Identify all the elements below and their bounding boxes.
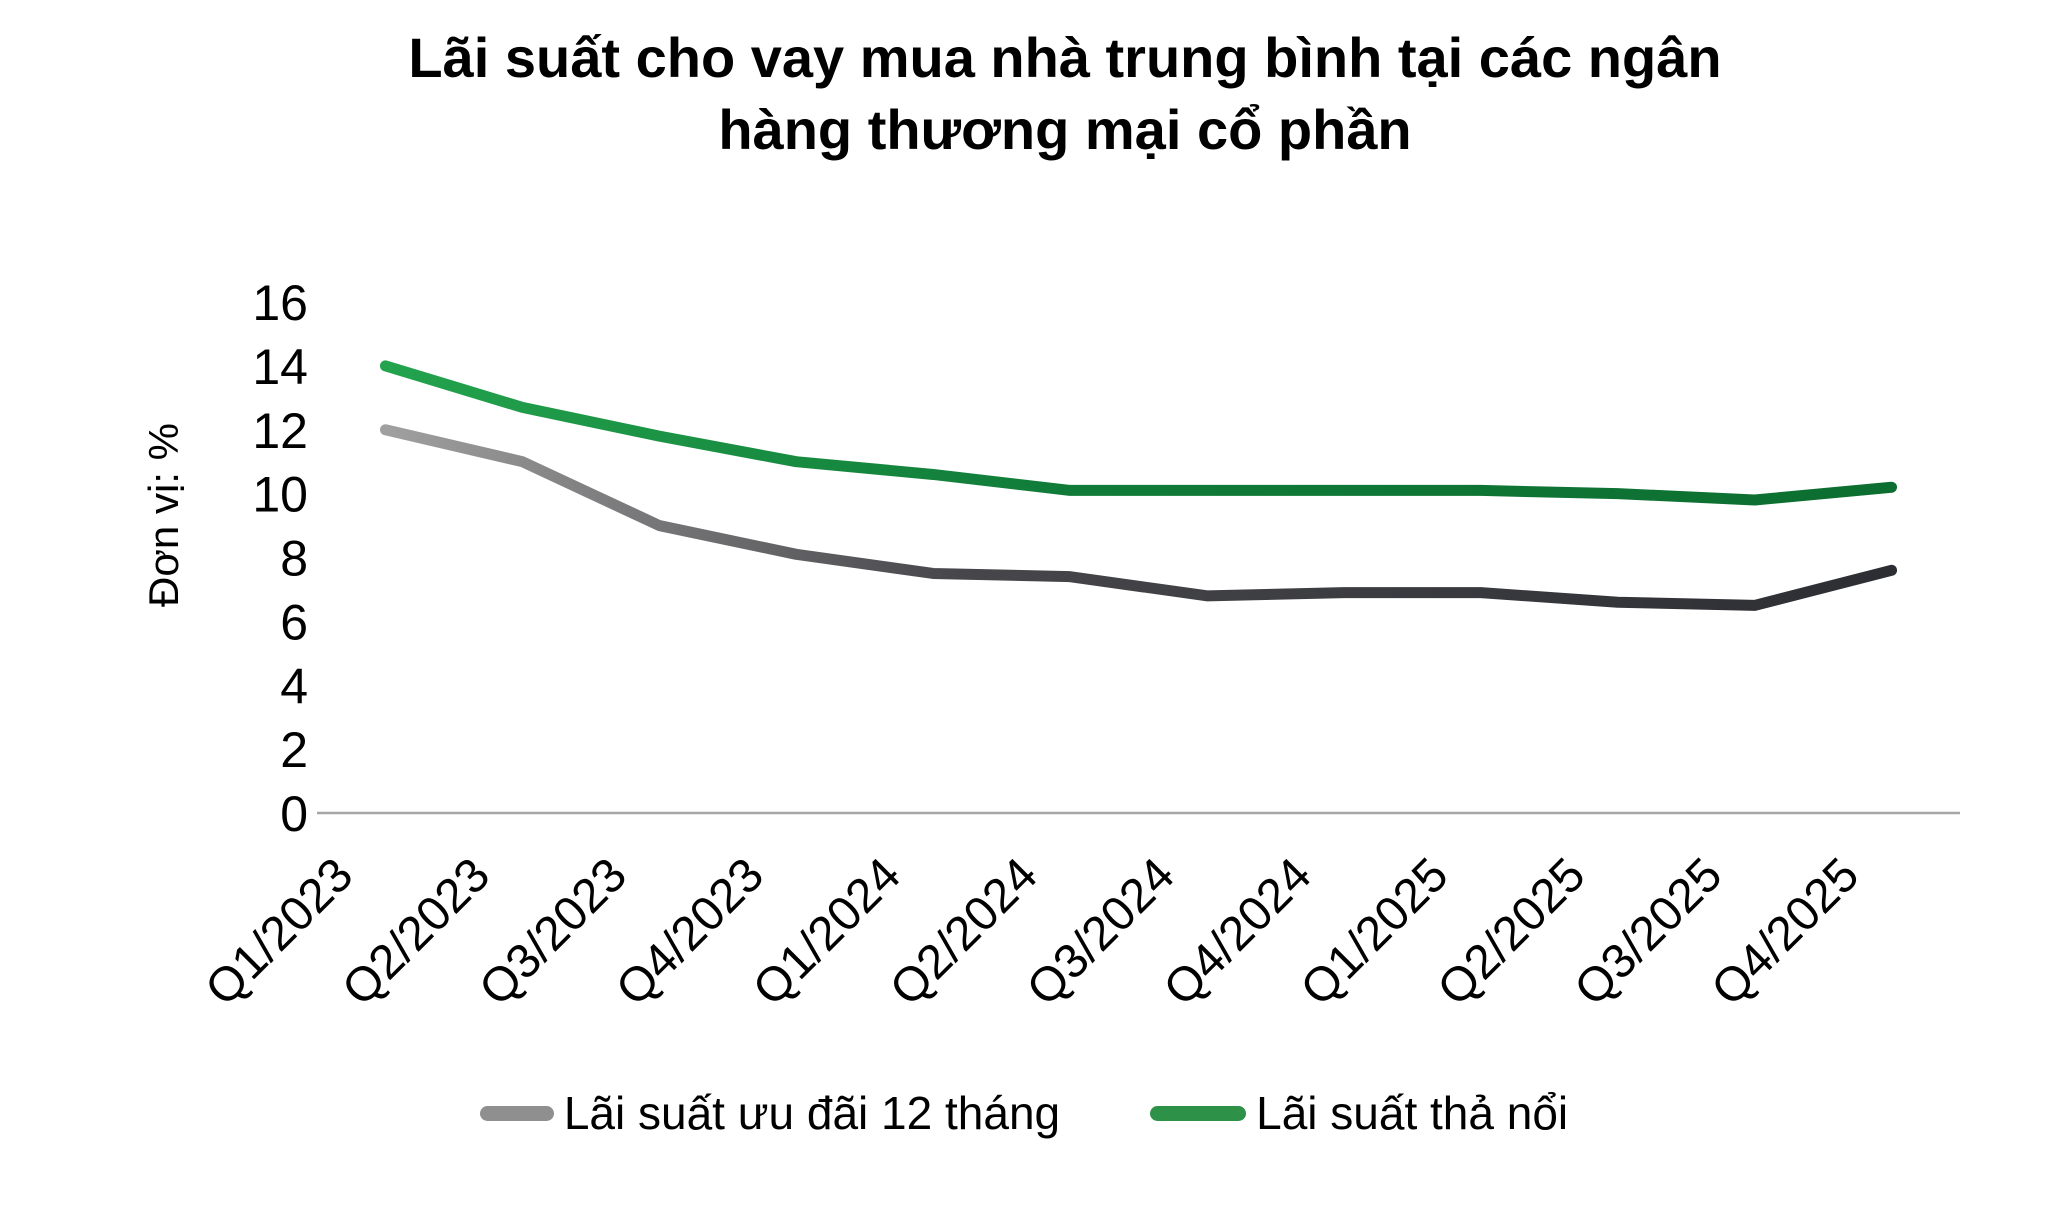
x-tick-label: Q4/2024 — [1154, 848, 1322, 1016]
series-line-0 — [379, 424, 1898, 611]
chart-title-line-2: hàng thương mại cổ phần — [718, 98, 1412, 161]
x-tick-label: Q2/2024 — [880, 848, 1048, 1016]
x-tick-label: Q1/2025 — [1291, 848, 1459, 1016]
chart-title: Lãi suất cho vay mua nhà trung bình tại … — [82, 22, 2048, 166]
legend-item-preferential-rate: Lãi suất ưu đãi 12 tháng — [479, 1086, 1061, 1140]
y-tick-label: 6 — [280, 594, 308, 650]
y-tick-label: 12 — [252, 403, 308, 459]
y-tick-label: 14 — [252, 339, 308, 395]
x-tick-label: Q2/2023 — [332, 848, 500, 1016]
x-tick-label: Q3/2025 — [1565, 848, 1733, 1016]
chart-legend: Lãi suất ưu đãi 12 tháng Lãi suất thả nổ… — [0, 1078, 2048, 1148]
x-tick-label: Q4/2023 — [606, 848, 774, 1016]
x-tick-label: Q4/2025 — [1702, 848, 1870, 1016]
x-tick-label: Q1/2024 — [743, 848, 911, 1016]
y-tick-label: 10 — [252, 467, 308, 523]
y-tick-label: 2 — [280, 722, 308, 778]
x-tick-label: Q3/2024 — [1017, 848, 1185, 1016]
y-tick-label: 4 — [280, 658, 308, 714]
legend-label: Lãi suất thả nổi — [1256, 1087, 1569, 1139]
x-tick-label: Q1/2023 — [196, 848, 364, 1016]
legend-item-floating-rate: Lãi suất thả nổi — [1150, 1086, 1568, 1140]
green-line-swatch-icon — [1150, 1105, 1247, 1121]
y-tick-label: 0 — [280, 786, 308, 842]
y-axis-title: Đơn vị: % — [140, 423, 187, 607]
chart-title-line-1: Lãi suất cho vay mua nhà trung bình tại … — [408, 26, 1722, 89]
series-line-1 — [379, 360, 1898, 506]
gray-line-swatch-icon — [479, 1105, 554, 1121]
x-tick-label: Q2/2025 — [1428, 848, 1596, 1016]
y-tick-label: 16 — [252, 275, 308, 331]
y-tick-label: 8 — [280, 531, 308, 587]
x-tick-label: Q3/2023 — [469, 848, 637, 1016]
plot-layer: 0246810121416Q1/2023Q2/2023Q3/2023Q4/202… — [196, 275, 1960, 1016]
legend-label: Lãi suất ưu đãi 12 tháng — [563, 1087, 1061, 1139]
